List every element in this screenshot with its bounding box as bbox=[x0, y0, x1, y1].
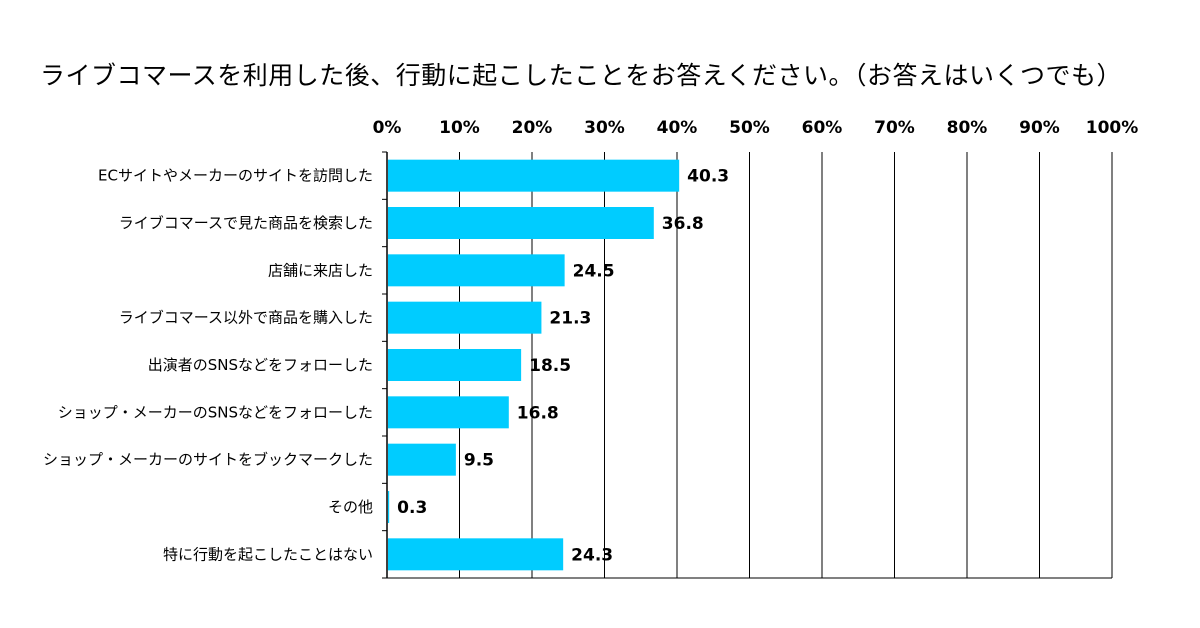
x-tick-label: 80% bbox=[947, 118, 988, 138]
data-label: 9.5 bbox=[464, 451, 494, 471]
chart-title: ライブコマースを利用した後、行動に起こしたことをお答えください。（お答えはいくつ… bbox=[40, 61, 1123, 90]
data-label: 40.3 bbox=[687, 167, 729, 187]
category-label: ショップ・メーカーのサイトをブックマークした bbox=[43, 451, 373, 469]
bar bbox=[388, 443, 456, 476]
bar bbox=[388, 396, 509, 429]
x-tick-label: 100% bbox=[1086, 118, 1139, 138]
category-label: 特に行動を起こしたことはない bbox=[163, 545, 373, 563]
data-label: 21.3 bbox=[549, 309, 591, 329]
x-tick-label: 10% bbox=[439, 118, 480, 138]
category-label: 出演者のSNSなどをフォローした bbox=[148, 356, 373, 374]
x-tick-label: 70% bbox=[874, 118, 915, 138]
category-label: その他 bbox=[328, 498, 373, 516]
category-label: ECサイトやメーカーのサイトを訪問した bbox=[98, 167, 373, 185]
x-tick-label: 40% bbox=[657, 118, 698, 138]
category-label: ライブコマース以外で商品を購入した bbox=[119, 309, 373, 327]
bar bbox=[388, 159, 680, 192]
bar bbox=[388, 207, 654, 239]
x-tick-label: 30% bbox=[584, 118, 625, 138]
bar bbox=[388, 349, 522, 381]
data-label: 18.5 bbox=[529, 356, 571, 376]
x-tick-label: 0% bbox=[373, 118, 402, 138]
x-tick-label: 20% bbox=[512, 118, 553, 138]
category-label: 店舗に来店した bbox=[268, 261, 373, 279]
bar bbox=[388, 301, 542, 334]
data-label: 24.3 bbox=[571, 545, 613, 565]
data-label: 24.5 bbox=[573, 261, 615, 281]
bar bbox=[388, 491, 390, 523]
x-tick-label: 90% bbox=[1019, 118, 1060, 138]
category-label: ショップ・メーカーのSNSなどをフォローした bbox=[58, 403, 373, 421]
data-label: 36.8 bbox=[662, 214, 704, 234]
data-label: 16.8 bbox=[517, 403, 559, 423]
data-label: 0.3 bbox=[397, 498, 427, 518]
category-label: ライブコマースで見た商品を検索した bbox=[119, 214, 373, 232]
bar bbox=[388, 538, 564, 571]
x-tick-label: 60% bbox=[802, 118, 843, 138]
bar bbox=[388, 254, 565, 287]
x-tick-label: 50% bbox=[729, 118, 770, 138]
